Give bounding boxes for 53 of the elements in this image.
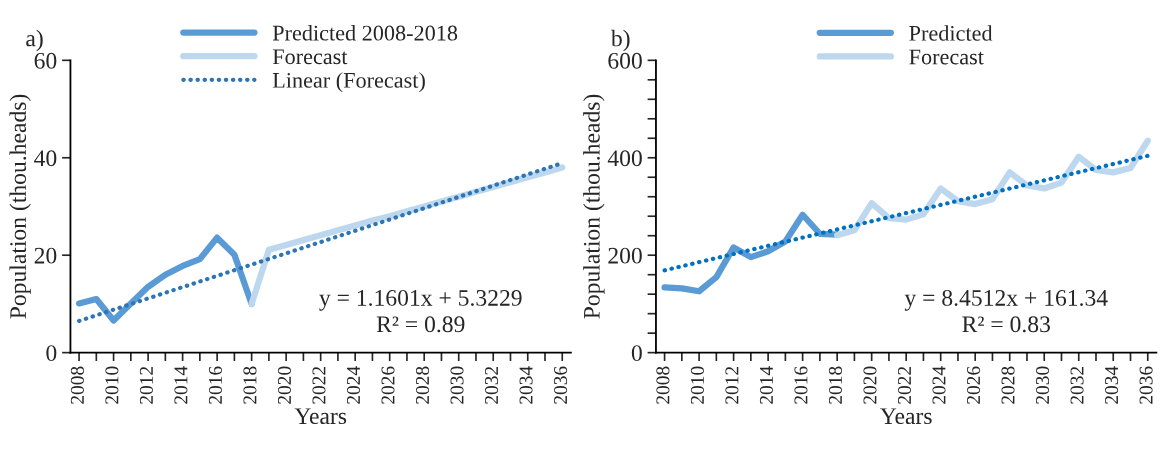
x-tick-label: 2026 — [381, 366, 395, 404]
chart-title: b) — [610, 29, 630, 52]
x-tick-label: 2018 — [243, 366, 257, 404]
x-tick-label: 2008 — [656, 366, 670, 404]
y-tick-label: 200 — [608, 247, 642, 264]
legend-label: Forecast — [272, 49, 348, 65]
y-tick-label: 400 — [607, 150, 642, 167]
x-tick-label: 2022 — [897, 366, 912, 404]
annotation: R² = 0.89 — [376, 316, 465, 333]
y-axis-title: Population (thou.heads) — [583, 94, 605, 319]
x-axis-title: Years — [294, 408, 347, 425]
x-tick-label: 2034 — [1104, 366, 1119, 404]
x-tick-label: 2010 — [105, 366, 119, 404]
annotation: y = 1.1601x + 5.3229 — [319, 289, 522, 311]
x-tick-label: 2010 — [690, 366, 704, 404]
x-tick-label: 2018 — [828, 366, 843, 404]
x-tick-label: 2016 — [794, 366, 808, 404]
y-tick-label: 0 — [46, 345, 57, 362]
x-tick-label: 2020 — [277, 366, 292, 404]
x-tick-label: 2008 — [70, 366, 84, 404]
x-tick-label: 2030 — [1035, 366, 1050, 404]
x-tick-label: 2024 — [346, 366, 361, 404]
annotation: R² = 0.83 — [962, 316, 1050, 333]
x-axis-title: Years — [880, 408, 932, 425]
x-tick-label: 2014 — [759, 366, 773, 404]
y-tick-label: 0 — [631, 345, 642, 362]
y-tick-label: 40 — [34, 150, 57, 167]
x-tick-label: 2028 — [1001, 366, 1015, 404]
x-tick-label: 2032 — [1070, 366, 1084, 404]
x-tick-label: 2032 — [484, 366, 499, 404]
x-tick-label: 2020 — [863, 366, 877, 404]
x-tick-label: 2030 — [450, 366, 464, 404]
y-axis-title: Population (thou.heads) — [9, 94, 31, 319]
chart-title: a) — [26, 29, 43, 52]
x-tick-label: 2026 — [966, 366, 981, 404]
legend-label: Linear (Forecast) — [272, 72, 425, 93]
x-tick-label: 2036 — [1139, 366, 1153, 404]
x-tick-label: 2022 — [312, 366, 326, 404]
y-tick-label: 20 — [34, 247, 57, 264]
x-tick-label: 2014 — [174, 366, 188, 404]
y-tick-label: 60 — [34, 52, 57, 69]
legend-label: Predicted — [909, 25, 993, 41]
x-tick-label: 2016 — [208, 366, 222, 404]
x-tick-label: 2024 — [932, 366, 946, 404]
y-tick-label: 600 — [608, 52, 642, 69]
legend-label: Forecast — [909, 49, 984, 65]
x-tick-label: 2036 — [553, 366, 568, 404]
x-tick-label: 2012 — [139, 366, 153, 404]
x-tick-label: 2028 — [415, 366, 430, 404]
annotation: y = 8.4512x + 161.34 — [904, 289, 1108, 311]
x-tick-label: 2012 — [725, 366, 739, 404]
x-tick-label: 2034 — [519, 366, 533, 404]
legend-label: Predicted 2008-2018 — [272, 24, 458, 41]
